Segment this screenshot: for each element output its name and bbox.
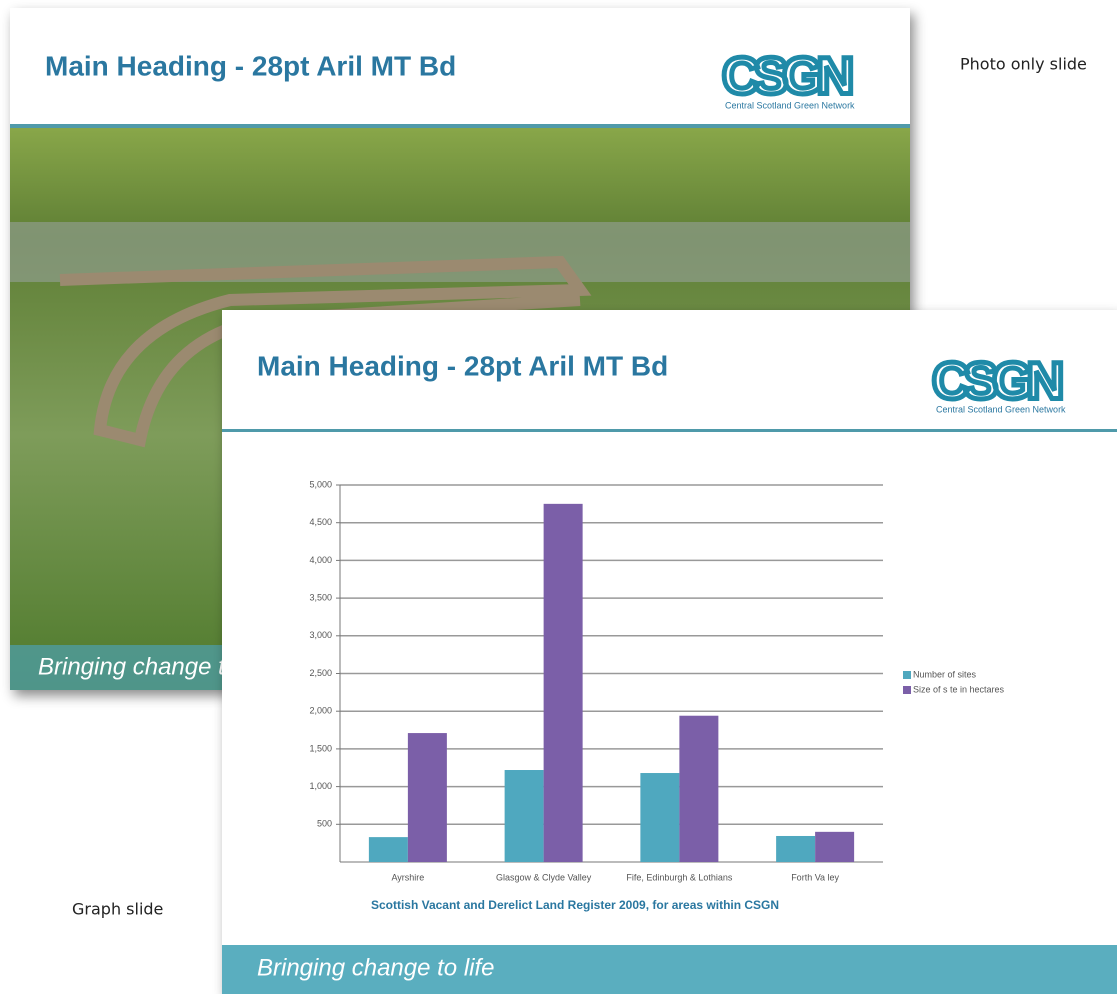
footer-text: Bringing change to life	[257, 954, 495, 981]
y-tick-label: 500	[317, 819, 332, 829]
legend-label: Number of sites	[913, 669, 977, 679]
slide-label: Photo only slide	[960, 55, 1087, 74]
x-tick-label: Glasgow & Clyde Valley	[496, 872, 592, 882]
bar	[544, 504, 583, 862]
y-tick-label: 5,000	[309, 479, 332, 489]
bar	[640, 773, 679, 862]
legend-swatch	[903, 686, 911, 694]
y-tick-label: 1,500	[309, 743, 332, 753]
bar	[679, 716, 718, 862]
y-tick-label: 3,500	[309, 592, 332, 602]
bar	[369, 837, 408, 862]
y-tick-label: 2,000	[309, 706, 332, 716]
logo: CSGN	[722, 48, 852, 106]
chart-caption: Scottish Vacant and Derelict Land Regist…	[371, 898, 779, 912]
page: Photo only slide Graph slide Main Headin…	[0, 0, 1117, 994]
y-tick-label: 4,500	[309, 517, 332, 527]
graph-slide: Main Heading - 28pt Aril MT Bd CSGN Cent…	[222, 310, 1117, 994]
slide-title: Main Heading - 28pt Aril MT Bd	[45, 50, 456, 81]
slide-title: Main Heading - 28pt Aril MT Bd	[257, 350, 668, 381]
y-tick-label: 2,500	[309, 668, 332, 678]
divider	[10, 124, 910, 128]
bar	[815, 832, 854, 862]
x-tick-label: Fife, Edinburgh & Lothians	[626, 872, 733, 882]
y-tick-label: 1,000	[309, 781, 332, 791]
y-tick-label: 4,000	[309, 555, 332, 565]
legend-label: Size of s te in hectares	[913, 684, 1005, 694]
slide-label: Graph slide	[72, 900, 163, 919]
x-tick-label: Ayrshire	[391, 872, 424, 882]
divider	[222, 429, 1117, 432]
bar	[776, 836, 815, 862]
legend-swatch	[903, 671, 911, 679]
logo-caption: Central Scotland Green Network	[936, 404, 1066, 414]
x-tick-label: Forth Va ley	[791, 872, 839, 882]
bar	[408, 733, 447, 862]
y-tick-label: 3,000	[309, 630, 332, 640]
logo-caption: Central Scotland Green Network	[725, 100, 855, 110]
logo: CSGN	[932, 353, 1062, 411]
bar	[505, 770, 544, 862]
